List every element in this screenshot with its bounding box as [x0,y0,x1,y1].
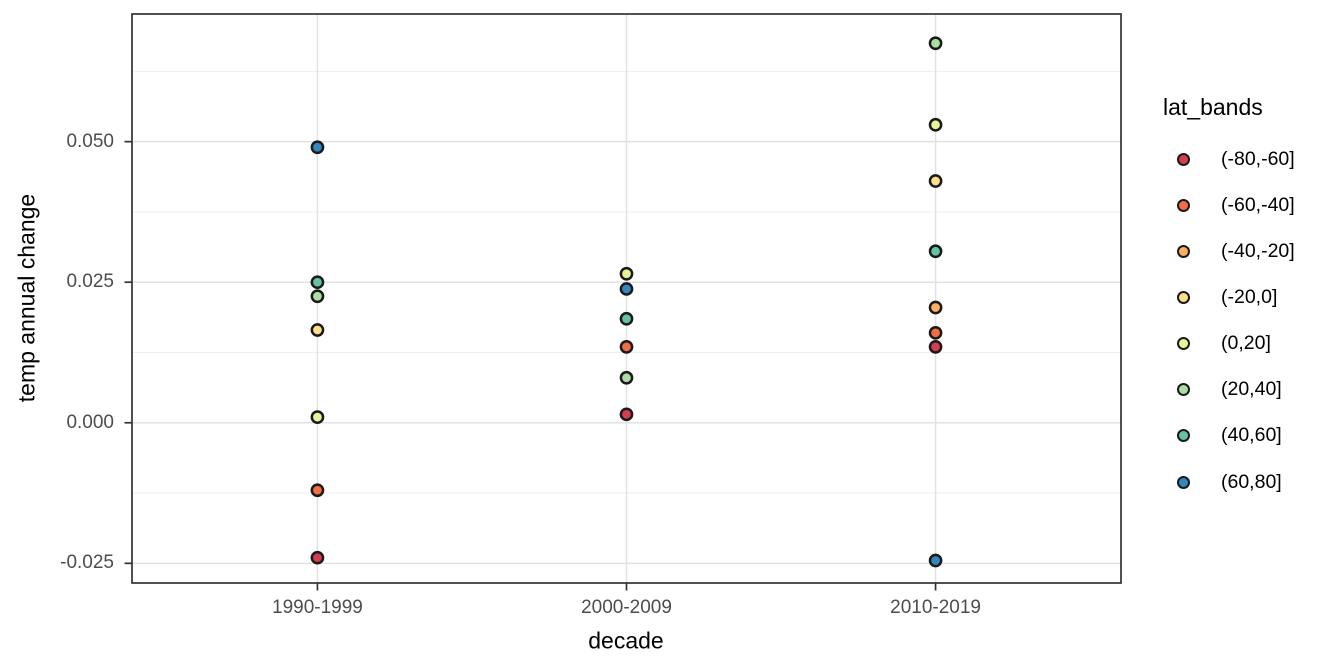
data-point [928,117,943,132]
data-point [310,323,325,337]
legend-key-icon [1177,337,1190,351]
data-point [928,244,943,259]
legend-item-label: (-40,-20] [1221,239,1295,262]
data-point [619,407,634,422]
y-axis-title: temp annual change [13,193,40,403]
data-point [928,325,943,340]
legend-item: (-40,-20] [1177,238,1295,264]
legend-item: (40,60] [1177,423,1282,449]
legend-item: (0,20] [1177,331,1271,357]
x-tick-label: 1990-1999 [272,597,363,618]
legend-item-label: (-60,-40] [1221,193,1295,216]
legend-item-label: (-80,-60] [1221,147,1295,170]
data-point [928,36,943,51]
legend-item: (-60,-40] [1177,192,1295,218]
legend-key-icon [1177,152,1190,166]
data-point [310,410,325,424]
data-point [928,340,943,354]
legend-key-icon [1177,198,1190,212]
data-point [310,289,325,304]
y-tick-label: 0.000 [66,411,114,433]
legend-item-label: (40,60] [1221,424,1282,447]
legend-key-icon [1177,429,1190,443]
data-point [619,311,634,326]
y-tick-label: -0.025 [60,552,114,574]
legend-key-icon [1177,475,1190,489]
legend-item: (-20,0] [1177,284,1277,310]
data-point [310,550,325,565]
data-point [928,174,943,188]
x-axis-title: decade [588,627,664,654]
legend-item-label: (60,80] [1221,470,1282,493]
legend-key-icon [1177,290,1190,304]
x-tick-label: 2000-2009 [581,597,672,618]
data-point [310,483,325,498]
y-tick-label: 0.025 [66,271,114,293]
x-tick-label: 2010-2019 [890,597,981,618]
data-point [619,340,634,354]
legend-item: (-80,-60] [1177,146,1295,172]
legend-item-label: (-20,0] [1221,285,1278,308]
data-point [619,266,634,281]
data-point [310,140,325,155]
legend-item: (60,80] [1177,469,1282,495]
legend-item-label: (20,40] [1221,378,1282,401]
data-point [619,370,634,385]
legend-item-label: (0,20] [1221,332,1271,355]
legend-key-icon [1177,244,1190,258]
y-tick-label: 0.050 [66,130,114,152]
legend-item: (20,40] [1177,377,1282,403]
data-point [310,275,325,290]
data-point [928,300,943,315]
legend-title: lat_bands [1163,94,1263,120]
data-point [928,553,943,568]
data-point [619,282,634,296]
legend-key-icon [1177,383,1190,397]
